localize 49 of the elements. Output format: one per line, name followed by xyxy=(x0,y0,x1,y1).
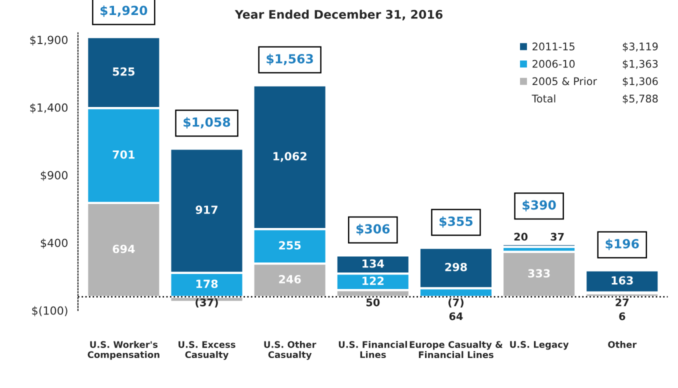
data-label: 525 xyxy=(112,67,134,76)
data-label: 27 xyxy=(616,298,629,306)
annotation: $1,363 xyxy=(622,60,658,70)
data-label: 298 xyxy=(445,262,467,272)
x-tick-label: Europe Casualty & Financial Lines xyxy=(410,340,503,358)
x-tick-label: U.S. Other Casualty xyxy=(264,340,316,360)
data-label: 255 xyxy=(279,241,301,250)
data-label: 64 xyxy=(449,312,463,320)
total-label: $306 xyxy=(356,224,390,236)
data-label: 701 xyxy=(112,150,134,159)
total-label: $196 xyxy=(606,238,639,250)
total-label: $1,920 xyxy=(100,6,148,17)
legend-label: 2011-15 xyxy=(532,42,574,50)
data-label: 333 xyxy=(528,269,550,278)
data-label: (7) xyxy=(448,298,464,308)
y-tick-label: $900 xyxy=(40,170,68,181)
x-tick-label: U.S. Worker's Compensation xyxy=(88,340,160,360)
y-tick-label: $1,900 xyxy=(30,36,68,46)
annotation: Total xyxy=(532,94,556,103)
total-label: $355 xyxy=(440,216,472,228)
x-tick-label: U.S. Excess Casualty xyxy=(178,341,236,360)
total-label: $1,563 xyxy=(266,54,313,66)
annotation: $5,788 xyxy=(622,94,658,104)
data-label: 50 xyxy=(366,298,380,306)
data-label: 20 xyxy=(514,232,528,241)
data-label: 246 xyxy=(279,275,301,284)
data-label: 6 xyxy=(619,312,626,320)
annotation: $3,119 xyxy=(622,42,658,52)
legend-label: 2005 & Prior xyxy=(532,77,598,86)
legend-label: 2006-10 xyxy=(532,60,575,68)
data-label: 694 xyxy=(112,244,135,254)
y-tick-label: $(100) xyxy=(32,306,68,316)
data-label: 178 xyxy=(196,280,218,288)
annotation: $1,306 xyxy=(622,77,658,87)
data-label: 1,062 xyxy=(274,152,306,162)
data-label: (37) xyxy=(196,298,218,308)
y-tick-label: $400 xyxy=(40,238,68,249)
data-label: 163 xyxy=(612,276,633,285)
data-label: 122 xyxy=(362,276,384,285)
y-tick-label: $1,400 xyxy=(30,103,68,114)
total-label: $390 xyxy=(522,200,556,212)
x-tick-label: Other xyxy=(608,340,637,348)
data-label: 917 xyxy=(196,206,218,214)
data-label: 37 xyxy=(550,232,564,241)
total-label: $1,058 xyxy=(184,117,230,128)
x-tick-label: U.S. Legacy xyxy=(510,341,569,350)
chart-title: Year Ended December 31, 2016 xyxy=(234,10,442,20)
x-tick-label: U.S. Financial Lines xyxy=(338,340,407,358)
data-label: 134 xyxy=(362,259,384,268)
